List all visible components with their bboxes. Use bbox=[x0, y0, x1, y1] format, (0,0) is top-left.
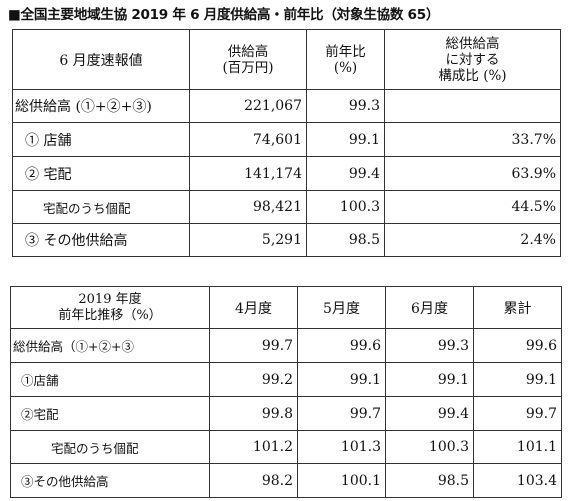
header-yoy: 前年比 (%) bbox=[306, 29, 385, 90]
page-title: ■全国主要地域生協 2019 年 6 月度供給高・前年比（対象生協数 65） bbox=[8, 7, 440, 23]
jun-cell: 98.5 bbox=[385, 463, 474, 498]
may-cell: 99.7 bbox=[297, 396, 386, 431]
table-row: ①店舗 99.2 99.1 99.1 99.1 bbox=[10, 362, 562, 397]
row-label: 宅配のうち個配 bbox=[12, 190, 190, 224]
table-header-row: 6 月度速報値 供給高 (百万円) 前年比 (%) 総供給高 に対する 構成比 (%) bbox=[12, 29, 561, 90]
jun-cell: 99.4 bbox=[385, 396, 474, 431]
header-supply: 供給高 (百万円) bbox=[189, 29, 307, 90]
table-row: 宅配のうち個配 101.2 101.3 100.3 101.1 bbox=[10, 430, 562, 464]
header-label: 2019 年度 前年比推移（%） bbox=[10, 286, 210, 329]
yoy-trend-table: 2019 年度 前年比推移（%） 4月度 5月度 6月度 累計 総供給高（①+②+… bbox=[10, 286, 562, 498]
table-row: ① 店舗 74,601 99.1 33.7% bbox=[12, 122, 561, 157]
jun-cell: 100.3 bbox=[385, 430, 474, 464]
cumulative-cell: 103.4 bbox=[473, 463, 562, 498]
row-label: 総供給高（①+②+③ bbox=[10, 328, 210, 363]
apr-cell: 101.2 bbox=[209, 430, 298, 464]
share-cell: 63.9% bbox=[384, 156, 561, 191]
row-label: ③ その他供給高 bbox=[12, 223, 190, 257]
yoy-cell: 98.5 bbox=[306, 223, 385, 257]
apr-cell: 99.8 bbox=[209, 396, 298, 431]
may-cell: 99.6 bbox=[297, 328, 386, 363]
supply-cell: 141,174 bbox=[189, 156, 307, 191]
cumulative-cell: 101.1 bbox=[473, 430, 562, 464]
cumulative-cell: 99.1 bbox=[473, 362, 562, 397]
cumulative-cell: 99.7 bbox=[473, 396, 562, 431]
may-cell: 101.3 bbox=[297, 430, 386, 464]
may-cell: 100.1 bbox=[297, 463, 386, 498]
header-jun: 6月度 bbox=[385, 286, 474, 329]
yoy-cell: 99.4 bbox=[306, 156, 385, 191]
supply-cell: 74,601 bbox=[189, 122, 307, 157]
supply-cell: 5,291 bbox=[189, 223, 307, 257]
header-share: 総供給高 に対する 構成比 (%) bbox=[384, 29, 561, 90]
table-row: ③その他供給高 98.2 100.1 98.5 103.4 bbox=[10, 463, 562, 498]
row-label: 宅配のうち個配 bbox=[10, 430, 210, 464]
header-label: 6 月度速報値 bbox=[12, 29, 190, 90]
header-apr: 4月度 bbox=[209, 286, 298, 329]
share-cell bbox=[384, 89, 561, 123]
header-may: 5月度 bbox=[297, 286, 386, 329]
share-cell: 33.7% bbox=[384, 122, 561, 157]
header-cumulative: 累計 bbox=[473, 286, 562, 329]
row-label: ② 宅配 bbox=[12, 156, 190, 191]
cumulative-cell: 99.6 bbox=[473, 328, 562, 363]
yoy-cell: 99.3 bbox=[306, 89, 385, 123]
yoy-cell: 100.3 bbox=[306, 190, 385, 224]
may-cell: 99.1 bbox=[297, 362, 386, 397]
row-label: ③その他供給高 bbox=[10, 463, 210, 498]
june-flash-table: 6 月度速報値 供給高 (百万円) 前年比 (%) 総供給高 に対する 構成比 (%) … bbox=[12, 29, 561, 257]
share-cell: 44.5% bbox=[384, 190, 561, 224]
row-label: ②宅配 bbox=[10, 396, 210, 431]
row-label: ① 店舗 bbox=[12, 122, 190, 157]
table-row: 総供給高（①+②+③ 99.7 99.6 99.3 99.6 bbox=[10, 328, 562, 363]
table-row: 総供給高 (①+②+③) 221,067 99.3 bbox=[12, 89, 561, 123]
jun-cell: 99.1 bbox=[385, 362, 474, 397]
row-label: 総供給高 (①+②+③) bbox=[12, 89, 190, 123]
yoy-cell: 99.1 bbox=[306, 122, 385, 157]
apr-cell: 99.7 bbox=[209, 328, 298, 363]
table-row: ②宅配 99.8 99.7 99.4 99.7 bbox=[10, 396, 562, 431]
apr-cell: 98.2 bbox=[209, 463, 298, 498]
apr-cell: 99.2 bbox=[209, 362, 298, 397]
table-header-row: 2019 年度 前年比推移（%） 4月度 5月度 6月度 累計 bbox=[10, 286, 562, 329]
supply-cell: 221,067 bbox=[189, 89, 307, 123]
supply-cell: 98,421 bbox=[189, 190, 307, 224]
table-row: ② 宅配 141,174 99.4 63.9% bbox=[12, 156, 561, 191]
table-row: 宅配のうち個配 98,421 100.3 44.5% bbox=[12, 190, 561, 224]
table-row: ③ その他供給高 5,291 98.5 2.4% bbox=[12, 223, 561, 257]
row-label: ①店舗 bbox=[10, 362, 210, 397]
share-cell: 2.4% bbox=[384, 223, 561, 257]
jun-cell: 99.3 bbox=[385, 328, 474, 363]
